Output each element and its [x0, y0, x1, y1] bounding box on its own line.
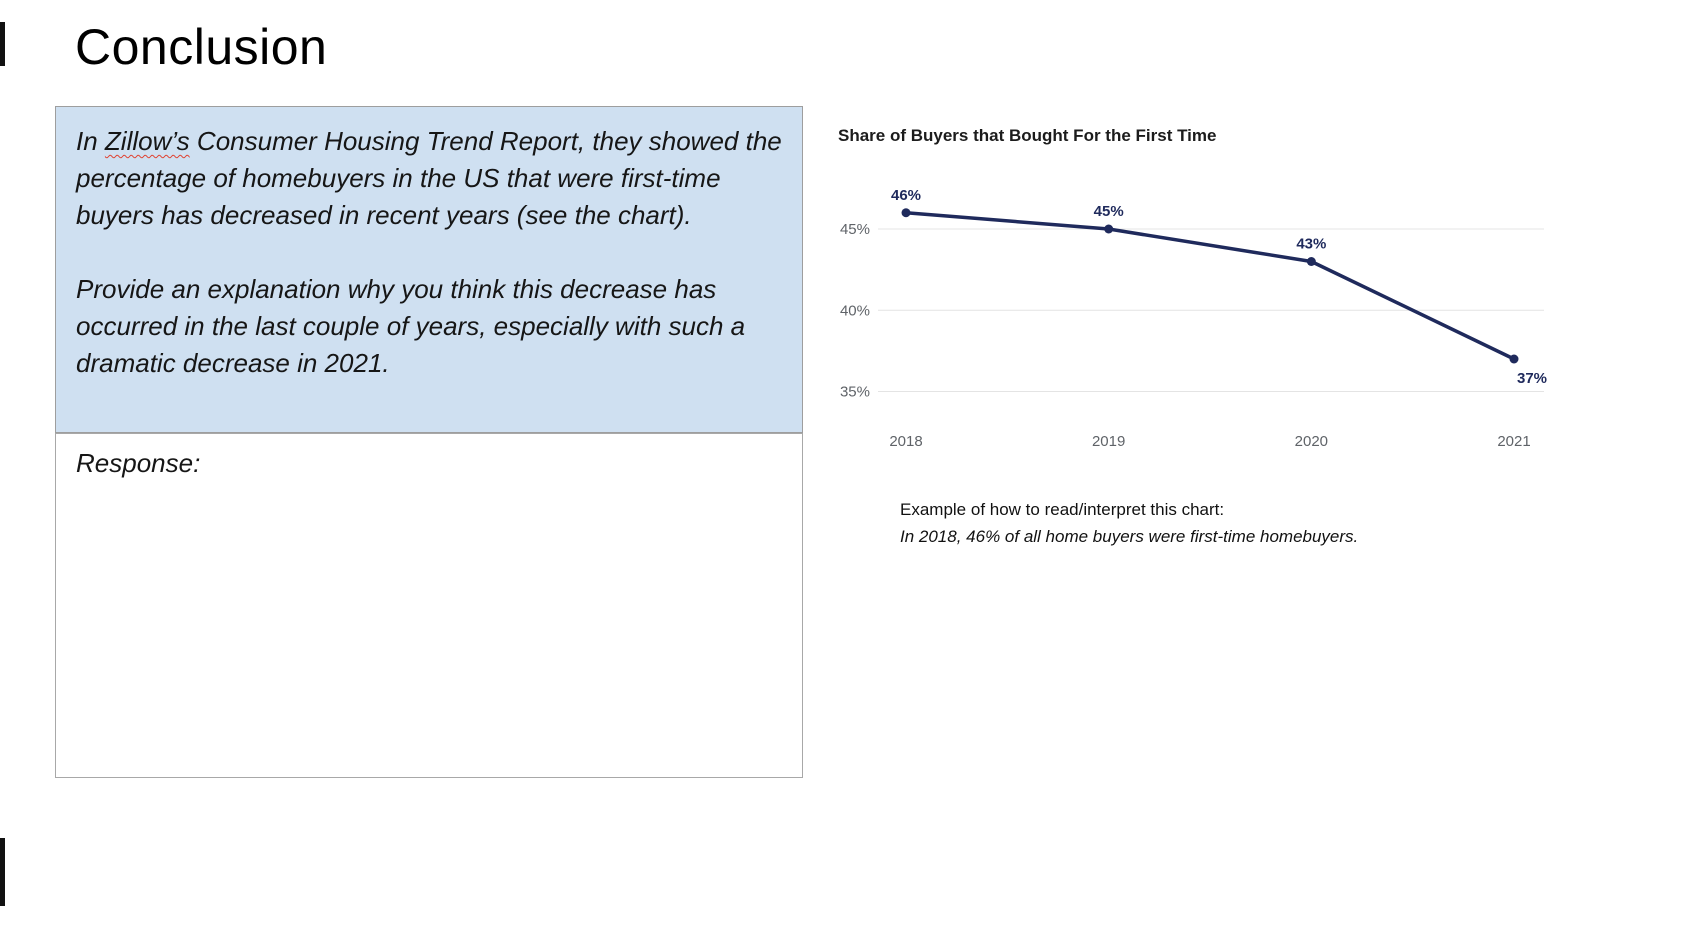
trend-line	[904, 211, 1516, 361]
response-label: Response:	[76, 448, 201, 478]
data-point	[1509, 354, 1519, 364]
prompt-text-box[interactable]: In Zillow’s Consumer Housing Trend Repor…	[55, 106, 803, 433]
data-label: 43%	[1296, 236, 1326, 253]
trend-line-chart: 35% 40% 45% 46% 45% 43% 37% 2018 2019 2020 2021	[840, 187, 1547, 450]
slide-title: Conclusion	[75, 19, 328, 75]
y-tick-label: 35%	[840, 384, 870, 401]
x-tick-label: 2018	[889, 433, 922, 450]
screen-edge-artifact-bottom	[0, 838, 5, 906]
prompt-text-after: Consumer Housing Trend Report, they show…	[76, 126, 782, 230]
data-point	[1306, 257, 1316, 266]
response-text-box[interactable]: Response:	[55, 433, 803, 778]
chart-title: Share of Buyers that Bought For the Firs…	[838, 126, 1217, 145]
chart-caption-line2: In 2018, 46% of all home buyers were fir…	[900, 527, 1359, 546]
chart-caption-line1: Example of how to read/interpret this ch…	[900, 500, 1225, 519]
x-tick-label: 2021	[1497, 433, 1530, 450]
data-label: 45%	[1094, 203, 1124, 220]
data-label: 46%	[891, 187, 921, 204]
screen-edge-artifact-top	[0, 22, 5, 66]
x-tick-label: 2019	[1092, 433, 1125, 450]
chart-caption: Example of how to read/interpret this ch…	[900, 496, 1358, 550]
x-tick-label: 2020	[1295, 433, 1328, 450]
data-point	[901, 208, 911, 218]
y-tick-label: 45%	[840, 221, 870, 238]
prompt-paragraph-1: In Zillow’s Consumer Housing Trend Repor…	[76, 123, 782, 234]
spellcheck-flagged-word: Zillow’s	[104, 126, 190, 156]
y-tick-label: 40%	[840, 302, 870, 319]
prompt-text-before: In	[76, 126, 105, 156]
data-point	[1104, 224, 1114, 234]
prompt-paragraph-2: Provide an explanation why you think thi…	[76, 274, 746, 378]
data-label: 37%	[1517, 370, 1547, 387]
chart-area: Share of Buyers that Bought For the Firs…	[838, 126, 1562, 496]
